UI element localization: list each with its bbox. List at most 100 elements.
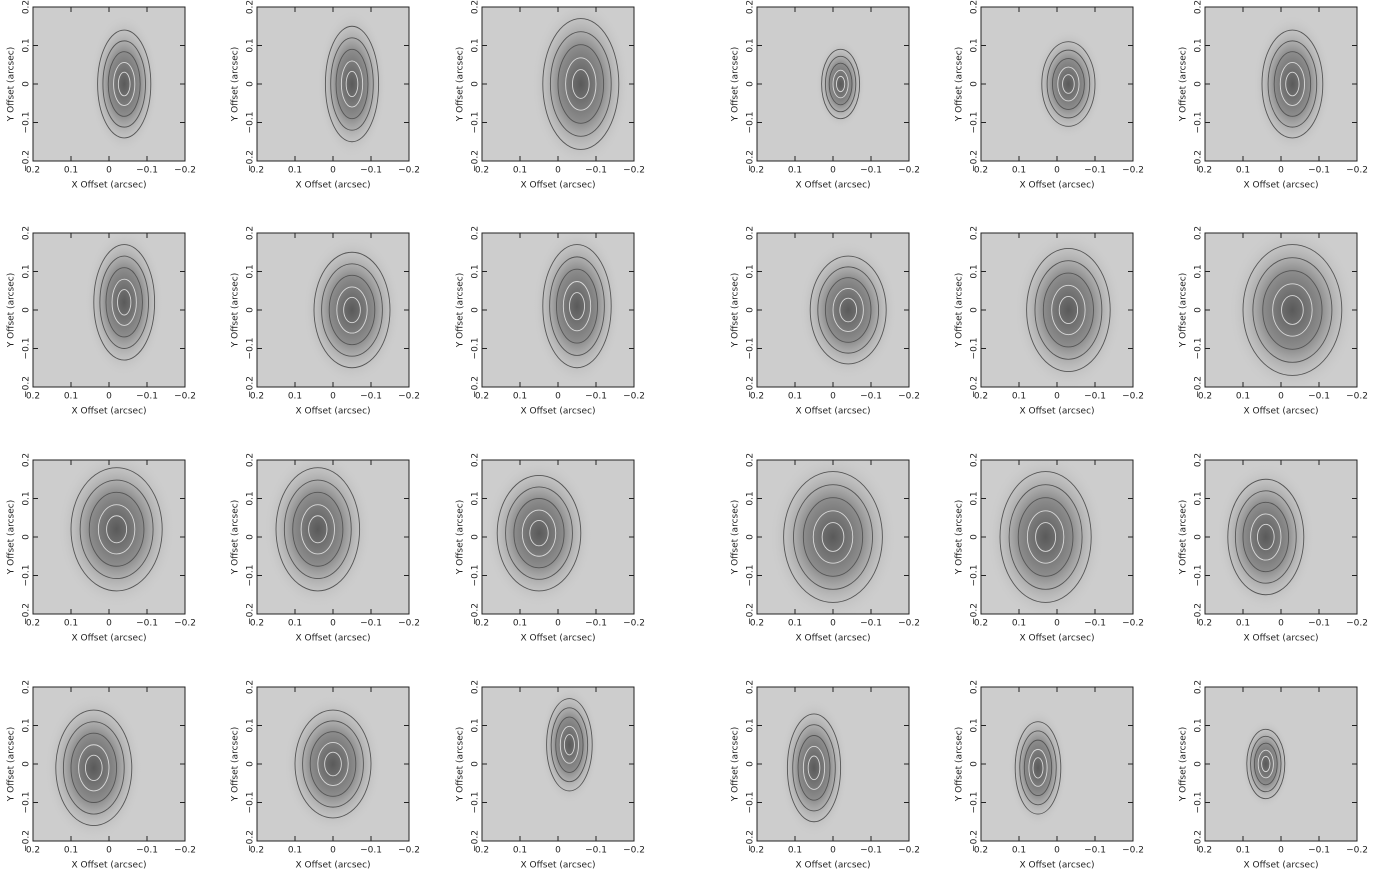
y-tick-label: −0.1 (970, 792, 980, 814)
y-axis-label: Y Offset (arcsec) (1179, 727, 1189, 802)
y-tick-label: −0.1 (746, 565, 756, 587)
y-tick-label: −0.2 (1194, 376, 1204, 398)
plot-area (89, 13, 159, 155)
x-tick-label: 0.2 (250, 392, 264, 402)
y-tick-label: −0.2 (746, 376, 756, 398)
contour (786, 713, 842, 823)
contour (1019, 730, 1057, 806)
x-tick-label: 0.1 (513, 619, 527, 629)
intensity (283, 693, 383, 835)
x-tick-label: 0.2 (26, 166, 40, 176)
contour (55, 709, 133, 827)
panel: 0.2 0.1 0 −0.1 −0.2 −0.2 −0.1 0 0.1 0.2 X Offset (… (456, 453, 645, 644)
y-tick-label: 0.2 (246, 226, 256, 240)
y-tick-label: 0 (471, 761, 481, 767)
contour (324, 25, 380, 143)
contour (1261, 29, 1324, 139)
x-tick-label: 0.2 (974, 619, 988, 629)
y-tick-label: 0 (970, 307, 980, 313)
x-axis-label: X Offset (arcsec) (295, 861, 370, 871)
x-tick-label: 0.1 (64, 846, 78, 856)
panel: 0.2 0.1 0 −0.1 −0.2 −0.2 −0.1 0 0.1 0.2 X Offset (… (1179, 0, 1368, 191)
y-tick-label: −0.1 (246, 792, 256, 814)
y-tick-label: 0 (746, 81, 756, 87)
x-axis-label: X Offset (arcsec) (520, 634, 595, 644)
y-tick-label: 0.1 (246, 491, 256, 505)
y-axis-label: Y Offset (arcsec) (456, 47, 466, 122)
x-tick-label: −0.1 (1308, 846, 1330, 856)
contour (571, 69, 590, 99)
y-tick-label: 0 (1194, 307, 1204, 313)
contour (62, 721, 125, 815)
x-tick-label: 0 (830, 166, 836, 176)
contour (340, 60, 364, 108)
x-axis-label: X Offset (arcsec) (71, 181, 146, 191)
y-tick-label: 0.1 (471, 718, 481, 732)
contour (521, 509, 557, 557)
contour (549, 31, 612, 137)
plot-area (768, 460, 898, 614)
contour (824, 55, 857, 113)
y-tick-label: 0.2 (746, 680, 756, 694)
y-tick-label: 0.1 (471, 491, 481, 505)
plot-area (57, 460, 176, 610)
x-tick-label: 0.2 (974, 166, 988, 176)
x-tick-label: 0.2 (250, 166, 264, 176)
contour (117, 289, 132, 316)
x-tick-label: −0.1 (360, 392, 382, 402)
x-tick-label: 0 (330, 166, 336, 176)
y-tick-label: −0.2 (746, 603, 756, 625)
y-tick-label: 0.2 (22, 0, 32, 14)
y-tick-label: −0.2 (22, 150, 32, 172)
y-axis-label: Y Offset (arcsec) (456, 727, 466, 802)
y-tick-label: 0.1 (22, 491, 32, 505)
x-axis-label: X Offset (arcsec) (71, 634, 146, 644)
y-tick-label: −0.1 (246, 338, 256, 360)
x-axis-label: X Offset (arcsec) (795, 181, 870, 191)
x-tick-label: −0.1 (136, 392, 158, 402)
contour (821, 48, 861, 120)
x-tick-label: 0.1 (64, 619, 78, 629)
plot-area (283, 693, 383, 835)
intensity (779, 697, 849, 838)
x-axis-label: X Offset (arcsec) (1019, 407, 1094, 417)
intensity (57, 460, 176, 610)
y-tick-label: −0.2 (746, 150, 756, 172)
x-tick-label: 0 (1054, 619, 1060, 629)
contour (335, 48, 369, 120)
x-tick-label: −0.2 (174, 392, 196, 402)
x-tick-label: −0.1 (585, 619, 607, 629)
intensity (263, 460, 373, 610)
panel: 0.2 0.1 0 −0.1 −0.2 −0.2 −0.1 0 0.1 0.2 X Offset (… (7, 680, 196, 871)
x-tick-label: −0.2 (898, 846, 920, 856)
y-axis-label: Y Offset (arcsec) (7, 727, 17, 802)
y-tick-label: −0.2 (1194, 603, 1204, 625)
contour (283, 479, 352, 580)
contour (1250, 735, 1282, 793)
y-tick-label: −0.2 (970, 376, 980, 398)
y-axis-label: Y Offset (arcsec) (7, 47, 17, 122)
x-axis-label: X Offset (arcsec) (1019, 634, 1094, 644)
y-tick-label: 0.1 (1194, 264, 1204, 278)
x-tick-label: 0.1 (1236, 619, 1250, 629)
contour (343, 296, 361, 324)
x-axis-label: X Offset (arcsec) (1243, 407, 1318, 417)
x-tick-label: 0.1 (1236, 166, 1250, 176)
x-tick-label: 0.2 (26, 619, 40, 629)
x-tick-label: 0 (1278, 166, 1284, 176)
y-tick-label: 0.1 (746, 491, 756, 505)
panel: 0.2 0.1 0 −0.1 −0.2 −0.2 −0.1 0 0.1 0.2 X Offset (… (7, 226, 196, 417)
plot-area (779, 697, 849, 838)
plot-area (1008, 707, 1068, 828)
y-tick-label: −0.2 (970, 150, 980, 172)
y-tick-label: −0.1 (22, 338, 32, 360)
contour (70, 732, 118, 803)
y-tick-label: 0 (246, 81, 256, 87)
contour (783, 471, 883, 603)
y-tick-label: 0.2 (471, 0, 481, 14)
contour (1234, 490, 1297, 584)
y-tick-label: −0.2 (1194, 150, 1204, 172)
x-tick-label: −0.1 (136, 846, 158, 856)
contour (111, 278, 137, 326)
